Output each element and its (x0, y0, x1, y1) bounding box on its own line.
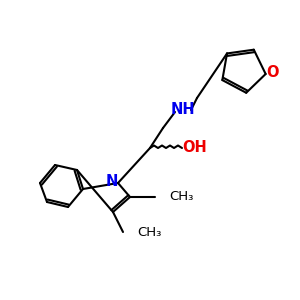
Text: OH: OH (183, 140, 207, 154)
Text: O: O (266, 65, 279, 80)
Text: CH₃: CH₃ (169, 190, 194, 203)
Text: CH₃: CH₃ (137, 226, 161, 239)
Text: N: N (106, 175, 118, 190)
Text: NH: NH (171, 103, 195, 118)
